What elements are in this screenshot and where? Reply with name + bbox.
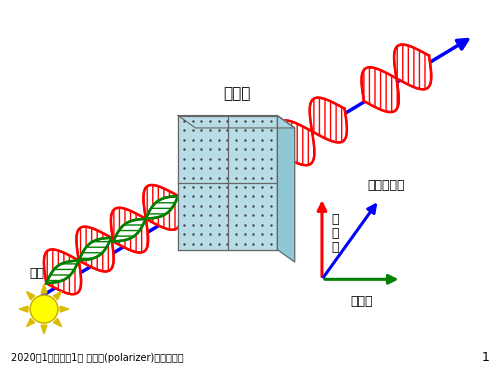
Text: 偏光板: 偏光板 xyxy=(223,86,250,101)
Text: 吸收軸: 吸收軸 xyxy=(350,295,373,308)
Polygon shape xyxy=(114,196,178,242)
Polygon shape xyxy=(41,284,47,293)
Polygon shape xyxy=(54,291,62,300)
Polygon shape xyxy=(278,116,294,262)
Polygon shape xyxy=(111,185,180,252)
Polygon shape xyxy=(277,98,347,165)
Polygon shape xyxy=(362,45,432,112)
Circle shape xyxy=(30,295,58,323)
Text: 穿
過
軸: 穿 過 軸 xyxy=(331,213,338,254)
Polygon shape xyxy=(46,238,112,283)
Polygon shape xyxy=(46,238,112,283)
Text: 2020年1月中旰图1： 偏光版(polarizer)的光透過图: 2020年1月中旰图1： 偏光版(polarizer)的光透過图 xyxy=(11,353,184,363)
Polygon shape xyxy=(362,45,432,112)
Text: 光行進方向: 光行進方向 xyxy=(368,180,405,192)
Polygon shape xyxy=(54,318,62,327)
Polygon shape xyxy=(60,306,69,312)
Polygon shape xyxy=(41,325,47,334)
Polygon shape xyxy=(111,185,180,252)
Polygon shape xyxy=(277,98,347,165)
Polygon shape xyxy=(26,291,34,300)
Polygon shape xyxy=(19,306,28,312)
Text: 光源: 光源 xyxy=(29,267,44,280)
Polygon shape xyxy=(44,226,114,294)
Polygon shape xyxy=(44,226,114,294)
Polygon shape xyxy=(178,116,294,128)
Polygon shape xyxy=(178,116,278,249)
Text: 1: 1 xyxy=(482,351,489,364)
Polygon shape xyxy=(26,318,34,327)
Polygon shape xyxy=(114,196,178,242)
